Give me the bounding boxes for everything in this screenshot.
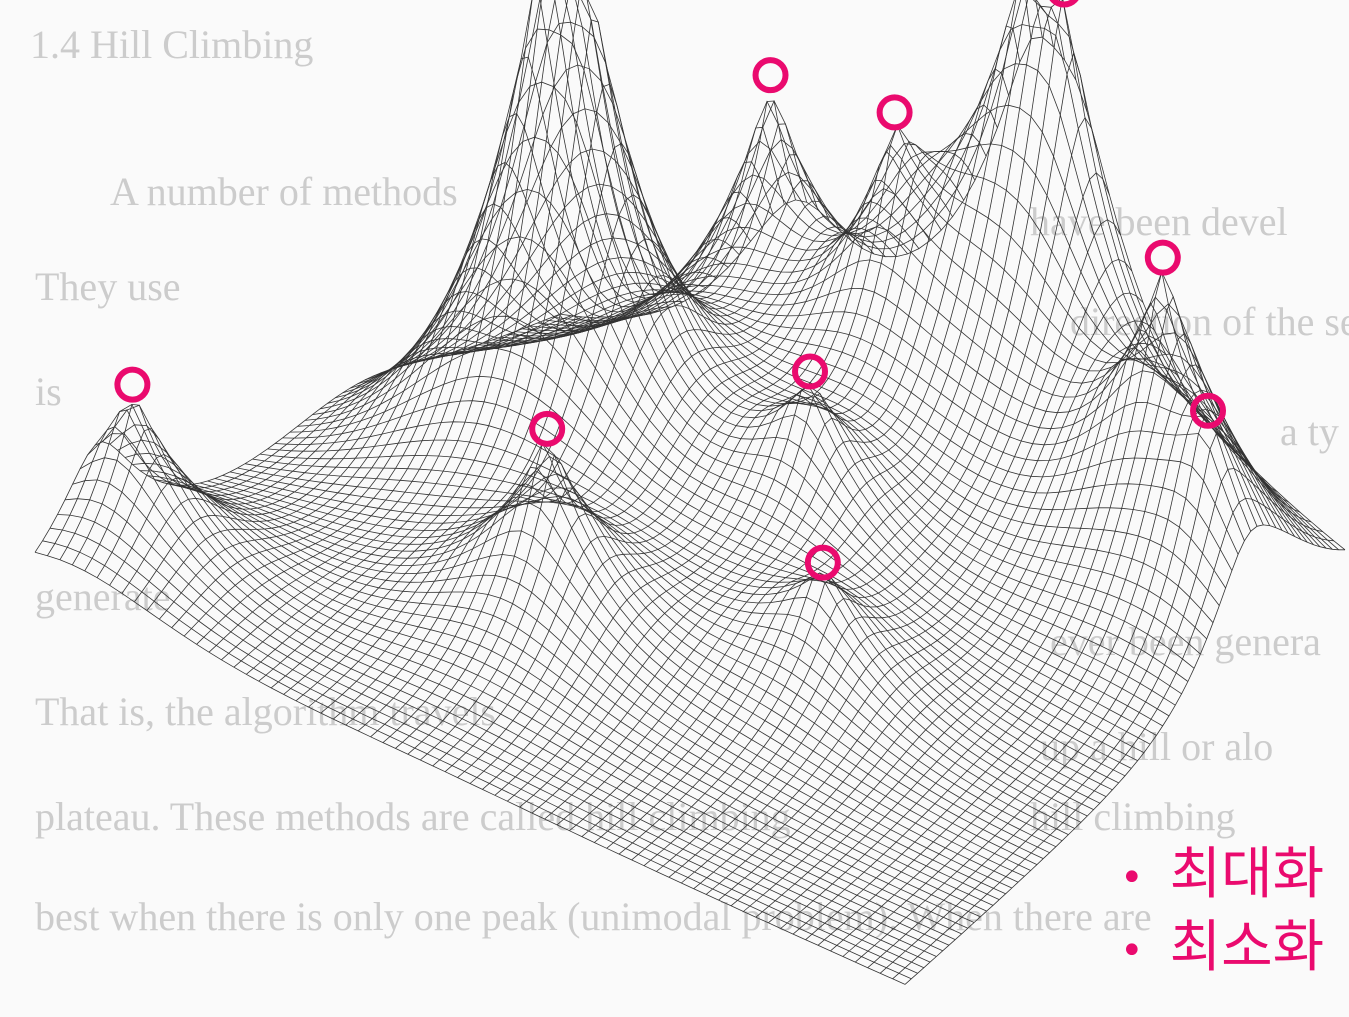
mesh-line [350,29,1169,716]
peak-marker [1049,0,1079,4]
mesh-line [328,189,1151,744]
mesh-line [110,317,628,585]
mesh-line [343,82,1163,726]
peak-marker [880,97,910,127]
background-text-line: A number of methods [110,169,458,214]
bullet-list: 최대화 최소화 [1120,840,1324,986]
mesh-line [125,453,980,917]
mesh-line [594,7,1064,842]
mesh-line [632,118,1099,860]
mesh-line [245,464,1081,823]
mesh-line [358,216,851,731]
mesh-line [246,0,750,674]
background-heading: 1.4 Hill Climbing [30,22,313,67]
background-text-line: hill climbing [1030,794,1236,839]
background-text-line: up a hill or alo [1040,724,1273,769]
background-text-line: best when there is only one peak (unimod… [35,894,1152,939]
mesh-line [656,220,1120,872]
mesh-line [95,404,955,939]
mesh-line [284,20,785,695]
bullet-item: 최소화 [1120,913,1324,986]
mesh-line [553,0,1339,550]
mesh-line [557,0,1031,825]
bullet-item: 최대화 [1120,840,1324,913]
background-text-line: plateau. These methods are called hill c… [35,794,791,839]
background-text-line: a ty [1280,409,1339,454]
mesh-line [72,318,593,565]
background-text-line: is [35,369,62,414]
mesh-line [346,201,841,725]
background-text-line: have been devel [1030,199,1288,244]
peak-marker [117,370,147,400]
mesh-line [365,0,1182,694]
mesh-line [184,162,694,636]
mesh-line [619,53,1087,854]
mesh-line [97,318,616,578]
mesh-line [458,151,942,777]
mesh-line [147,268,661,611]
mesh-line [507,134,986,802]
mesh-line [133,463,987,911]
mesh-line [538,25,1327,549]
mesh-line [234,0,740,667]
mesh-line [60,317,583,560]
mesh-line [532,69,1009,813]
slide: 1.4 Hill Climbing A number of methods hav… [0,0,1349,1017]
mesh-line [122,311,639,593]
mesh-line [134,292,649,602]
background-text-line: They use [35,264,181,309]
mesh-line [223,475,1063,840]
peak-marker [756,60,786,90]
mesh-line [230,472,1068,835]
peak-marker [1148,243,1178,273]
background-text-line: That is, the algorithm travels [35,689,496,734]
mesh-line [582,6,1054,836]
